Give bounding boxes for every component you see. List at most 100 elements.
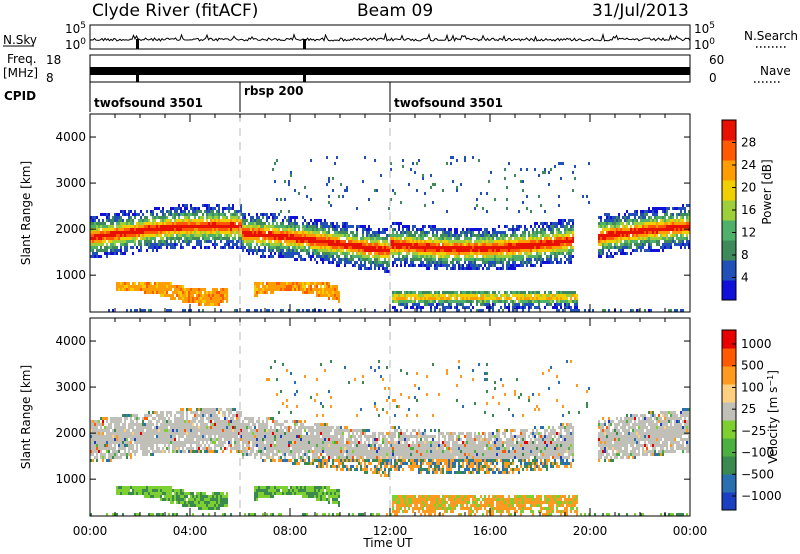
power-cell xyxy=(534,222,536,225)
power-cell xyxy=(680,219,682,222)
power-cell xyxy=(558,204,560,207)
power-cell xyxy=(228,231,230,234)
power-cell xyxy=(124,285,126,288)
power-cell xyxy=(172,297,174,300)
power-cell xyxy=(486,240,488,243)
power-cell xyxy=(210,213,212,216)
power-cell xyxy=(534,240,536,243)
velocity-cell xyxy=(142,435,144,438)
power-cell xyxy=(176,222,178,225)
power-cell xyxy=(128,222,130,225)
power-cell xyxy=(132,252,134,255)
power-cell xyxy=(382,237,384,240)
power-cell xyxy=(200,294,202,297)
power-cell xyxy=(98,255,100,258)
power-cell xyxy=(508,255,510,258)
power-cell xyxy=(482,249,484,252)
power-cell xyxy=(426,297,428,300)
power-cell xyxy=(570,291,572,294)
power-cell xyxy=(444,291,446,294)
power-cell xyxy=(510,291,512,294)
power-cell xyxy=(166,285,168,288)
power-cell xyxy=(556,222,558,225)
power-cell xyxy=(474,249,476,252)
power-cell xyxy=(378,228,380,231)
power-cell xyxy=(216,291,218,294)
power-cell xyxy=(304,282,306,285)
power-cell xyxy=(272,228,274,231)
power-cell xyxy=(312,237,314,240)
power-cell xyxy=(194,288,196,291)
power-cell xyxy=(164,219,166,222)
power-cell xyxy=(264,246,266,249)
power-cell xyxy=(492,231,494,234)
power-cell xyxy=(126,228,128,231)
power-cell xyxy=(180,288,182,291)
power-cell xyxy=(240,240,242,243)
power-cell xyxy=(280,222,282,225)
power-cell xyxy=(544,222,546,225)
power-cell xyxy=(516,303,518,306)
power-cell xyxy=(246,240,248,243)
power-cell xyxy=(124,225,126,228)
power-cell xyxy=(98,225,100,228)
power-cell xyxy=(444,252,446,255)
power-cell xyxy=(668,216,670,219)
power-cell xyxy=(248,231,250,234)
power-cell xyxy=(528,300,530,303)
power-cell xyxy=(504,300,506,303)
power-cell xyxy=(378,264,380,267)
power-cell xyxy=(168,234,170,237)
power-cell xyxy=(456,246,458,249)
power-cell xyxy=(182,240,184,243)
power-cell xyxy=(124,228,126,231)
velocity-cell xyxy=(130,432,132,435)
power-cell xyxy=(304,186,306,189)
power-cell xyxy=(440,240,442,243)
power-cell xyxy=(116,288,118,291)
power-cell xyxy=(614,228,616,231)
power-cell xyxy=(166,309,168,312)
power-cell xyxy=(328,252,330,255)
power-cell xyxy=(282,234,284,237)
power-cell xyxy=(642,225,644,228)
power-cell xyxy=(484,234,486,237)
power-cell xyxy=(564,231,566,234)
power-cell xyxy=(198,228,200,231)
power-cell xyxy=(514,252,516,255)
power-cell xyxy=(370,267,372,270)
power-cell xyxy=(274,216,276,219)
velocity-cell xyxy=(126,486,128,489)
power-cell xyxy=(412,264,414,267)
power-cell xyxy=(366,246,368,249)
power-cell xyxy=(256,234,258,237)
power-cell xyxy=(416,231,418,234)
power-cell xyxy=(320,291,322,294)
power-x-axis xyxy=(89,114,691,312)
power-cell xyxy=(258,288,260,291)
power-cell xyxy=(574,300,576,303)
velocity-cell xyxy=(104,447,106,450)
power-cell xyxy=(132,246,134,249)
power-cell xyxy=(194,300,196,303)
power-cell xyxy=(370,243,372,246)
power-cell xyxy=(398,252,400,255)
power-cell xyxy=(398,258,400,261)
power-cell xyxy=(438,237,440,240)
power-cell xyxy=(514,291,516,294)
velocity-cell xyxy=(142,420,144,423)
power-cell xyxy=(288,210,290,213)
power-cell xyxy=(412,246,414,249)
power-cell xyxy=(444,240,446,243)
power-cell xyxy=(412,243,414,246)
power-cell xyxy=(482,294,484,297)
power-cell xyxy=(510,297,512,300)
power-cell xyxy=(380,261,382,264)
power-cell xyxy=(606,246,608,249)
velocity-cell xyxy=(124,417,126,420)
power-cell xyxy=(560,162,562,165)
power-cell xyxy=(634,210,636,213)
power-cell xyxy=(342,252,344,255)
power-cell xyxy=(158,222,160,225)
power-cell xyxy=(94,234,96,237)
